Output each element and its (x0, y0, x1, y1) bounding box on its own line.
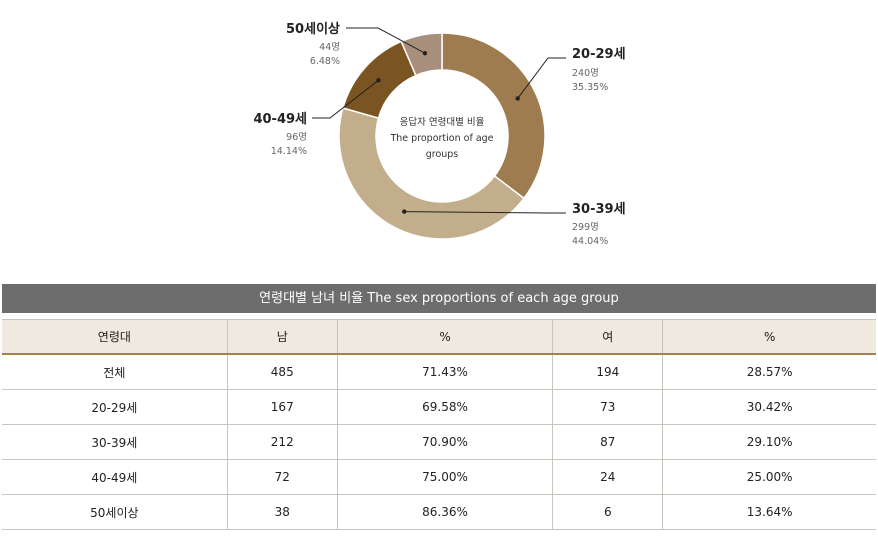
cell-age-group: 30-39세 (2, 424, 228, 460)
cell-female-percent: 13.64% (662, 494, 876, 530)
table-header-row: 연령대 남 % 여 % (2, 319, 876, 355)
table-row: 50세이상 38 86.36% 6 13.64% (2, 494, 876, 530)
table-row: 40-49세 72 75.00% 24 25.00% (2, 459, 876, 495)
svg-text:40-49세: 40-49세 (253, 112, 307, 127)
svg-text:20-29세: 20-29세 (572, 47, 626, 62)
cell-age-group: 20-29세 (2, 389, 228, 425)
cell-female: 24 (552, 459, 663, 495)
svg-text:44명: 44명 (319, 42, 340, 53)
cell-age-group: 50세이상 (2, 494, 228, 530)
header-female: 여 (552, 319, 663, 355)
table-row: 30-39세 212 70.90% 87 29.10% (2, 424, 876, 460)
table-row: 20-29세 167 69.58% 73 30.42% (2, 389, 876, 425)
cell-male-percent: 86.36% (336, 494, 553, 530)
header-male-percent: % (336, 319, 553, 355)
sex-proportion-table: 연령대 남 % 여 % 전체 485 71.43% 194 28.57% 20-… (2, 319, 876, 530)
cell-female-percent: 30.42% (662, 389, 876, 425)
cell-age-group: 전체 (2, 354, 228, 390)
cell-female: 73 (552, 389, 663, 425)
cell-male: 167 (226, 389, 338, 425)
svg-text:96명: 96명 (286, 132, 307, 143)
cell-female-percent: 29.10% (662, 424, 876, 460)
cell-male: 485 (226, 354, 338, 390)
header-male: 남 (226, 319, 338, 355)
slice-30-39 (338, 107, 526, 240)
svg-text:35.35%: 35.35% (572, 82, 608, 93)
center-label-line-1: 응답자 연령대별 비율 (400, 116, 485, 128)
slice-50-plus (400, 32, 443, 77)
svg-text:14.14%: 14.14% (271, 146, 307, 157)
header-female-percent: % (662, 319, 876, 355)
cell-female-percent: 28.57% (662, 354, 876, 390)
header-age-group: 연령대 (2, 319, 228, 355)
slice-20-29-leader-line (517, 57, 566, 99)
svg-text:299명: 299명 (572, 222, 599, 233)
age-donut-chart: 응답자 연령대별 비율 The proportion of age groups… (253, 21, 626, 247)
cell-female-percent: 25.00% (662, 459, 876, 495)
cell-male: 38 (226, 494, 338, 530)
cell-male-percent: 71.43% (336, 354, 553, 390)
svg-text:44.04%: 44.04% (572, 236, 608, 247)
svg-text:30-39세: 30-39세 (572, 202, 626, 217)
slice-40-49-leader-line (312, 79, 379, 119)
center-label-line-2: The proportion of age (389, 133, 493, 144)
slice-label-50-plus: 50세이상 44명 6.48% (286, 21, 340, 67)
cell-female: 6 (552, 494, 663, 530)
cell-male: 72 (226, 459, 338, 495)
slice-label-20-29: 20-29세 240명 35.35% (572, 47, 626, 93)
slice-label-30-39: 30-39세 299명 44.04% (572, 202, 626, 247)
cell-age-group: 40-49세 (2, 459, 228, 495)
cell-female: 87 (552, 424, 663, 460)
svg-text:240명: 240명 (572, 68, 599, 79)
svg-text:50세이상: 50세이상 (286, 21, 340, 37)
table-title-bar: 연령대별 남녀 비율 The sex proportions of each a… (2, 284, 876, 313)
cell-male-percent: 75.00% (336, 459, 553, 495)
cell-male: 212 (226, 424, 338, 460)
cell-female: 194 (552, 354, 663, 390)
slice-30-39-leader-line (404, 211, 566, 214)
slice-50-plus-leader-line (346, 27, 426, 54)
slice-label-40-49: 40-49세 96명 14.14% (253, 112, 307, 157)
svg-text:6.48%: 6.48% (310, 56, 340, 67)
table-row: 전체 485 71.43% 194 28.57% (2, 354, 876, 390)
center-label-line-3: groups (426, 149, 459, 160)
cell-male-percent: 70.90% (336, 424, 553, 460)
slice-20-29 (441, 32, 546, 200)
cell-male-percent: 69.58% (336, 389, 553, 425)
